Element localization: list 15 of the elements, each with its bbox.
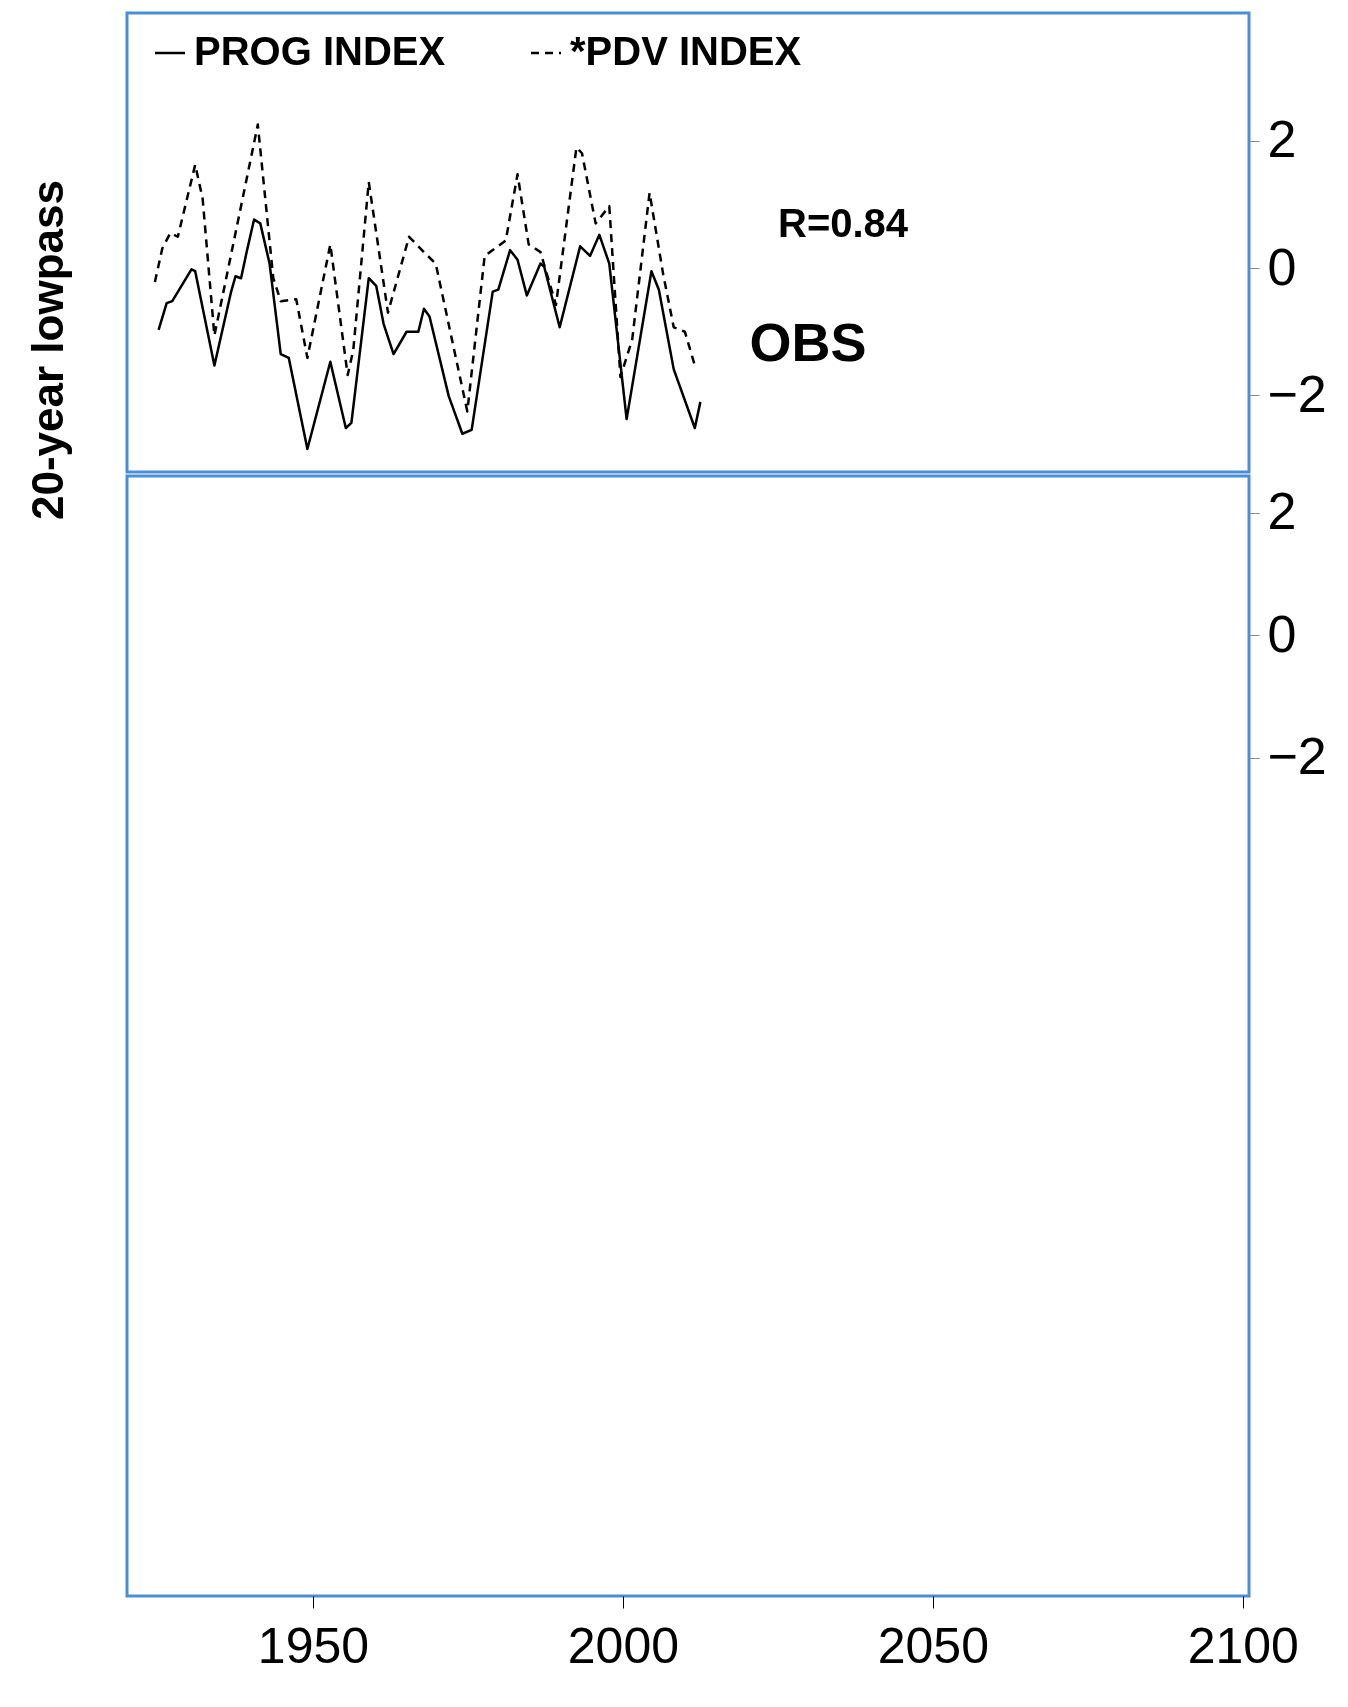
x-tick-label: 2050 xyxy=(877,1617,989,1674)
annotation: OBS xyxy=(749,312,867,372)
x-tick-label: 2000 xyxy=(567,1617,680,1674)
y-tick-label: −2 xyxy=(1267,727,1327,786)
legend-label: *PDV INDEX xyxy=(570,29,802,73)
y-tick-label: 2 xyxy=(1267,110,1297,168)
legend-label: PROG INDEX xyxy=(194,29,446,73)
y-tick-label: 0 xyxy=(1267,237,1297,296)
x-tick-label: 1950 xyxy=(257,1617,370,1674)
y-tick-label: 0 xyxy=(1267,604,1297,663)
y-axis-title: 20-year lowpass xyxy=(23,180,72,520)
x-tick-label: 2100 xyxy=(1187,1617,1299,1674)
annotation: R=0.84 xyxy=(778,201,909,245)
y-tick-label: −2 xyxy=(1267,365,1327,423)
y-tick-label: 2 xyxy=(1267,482,1297,541)
